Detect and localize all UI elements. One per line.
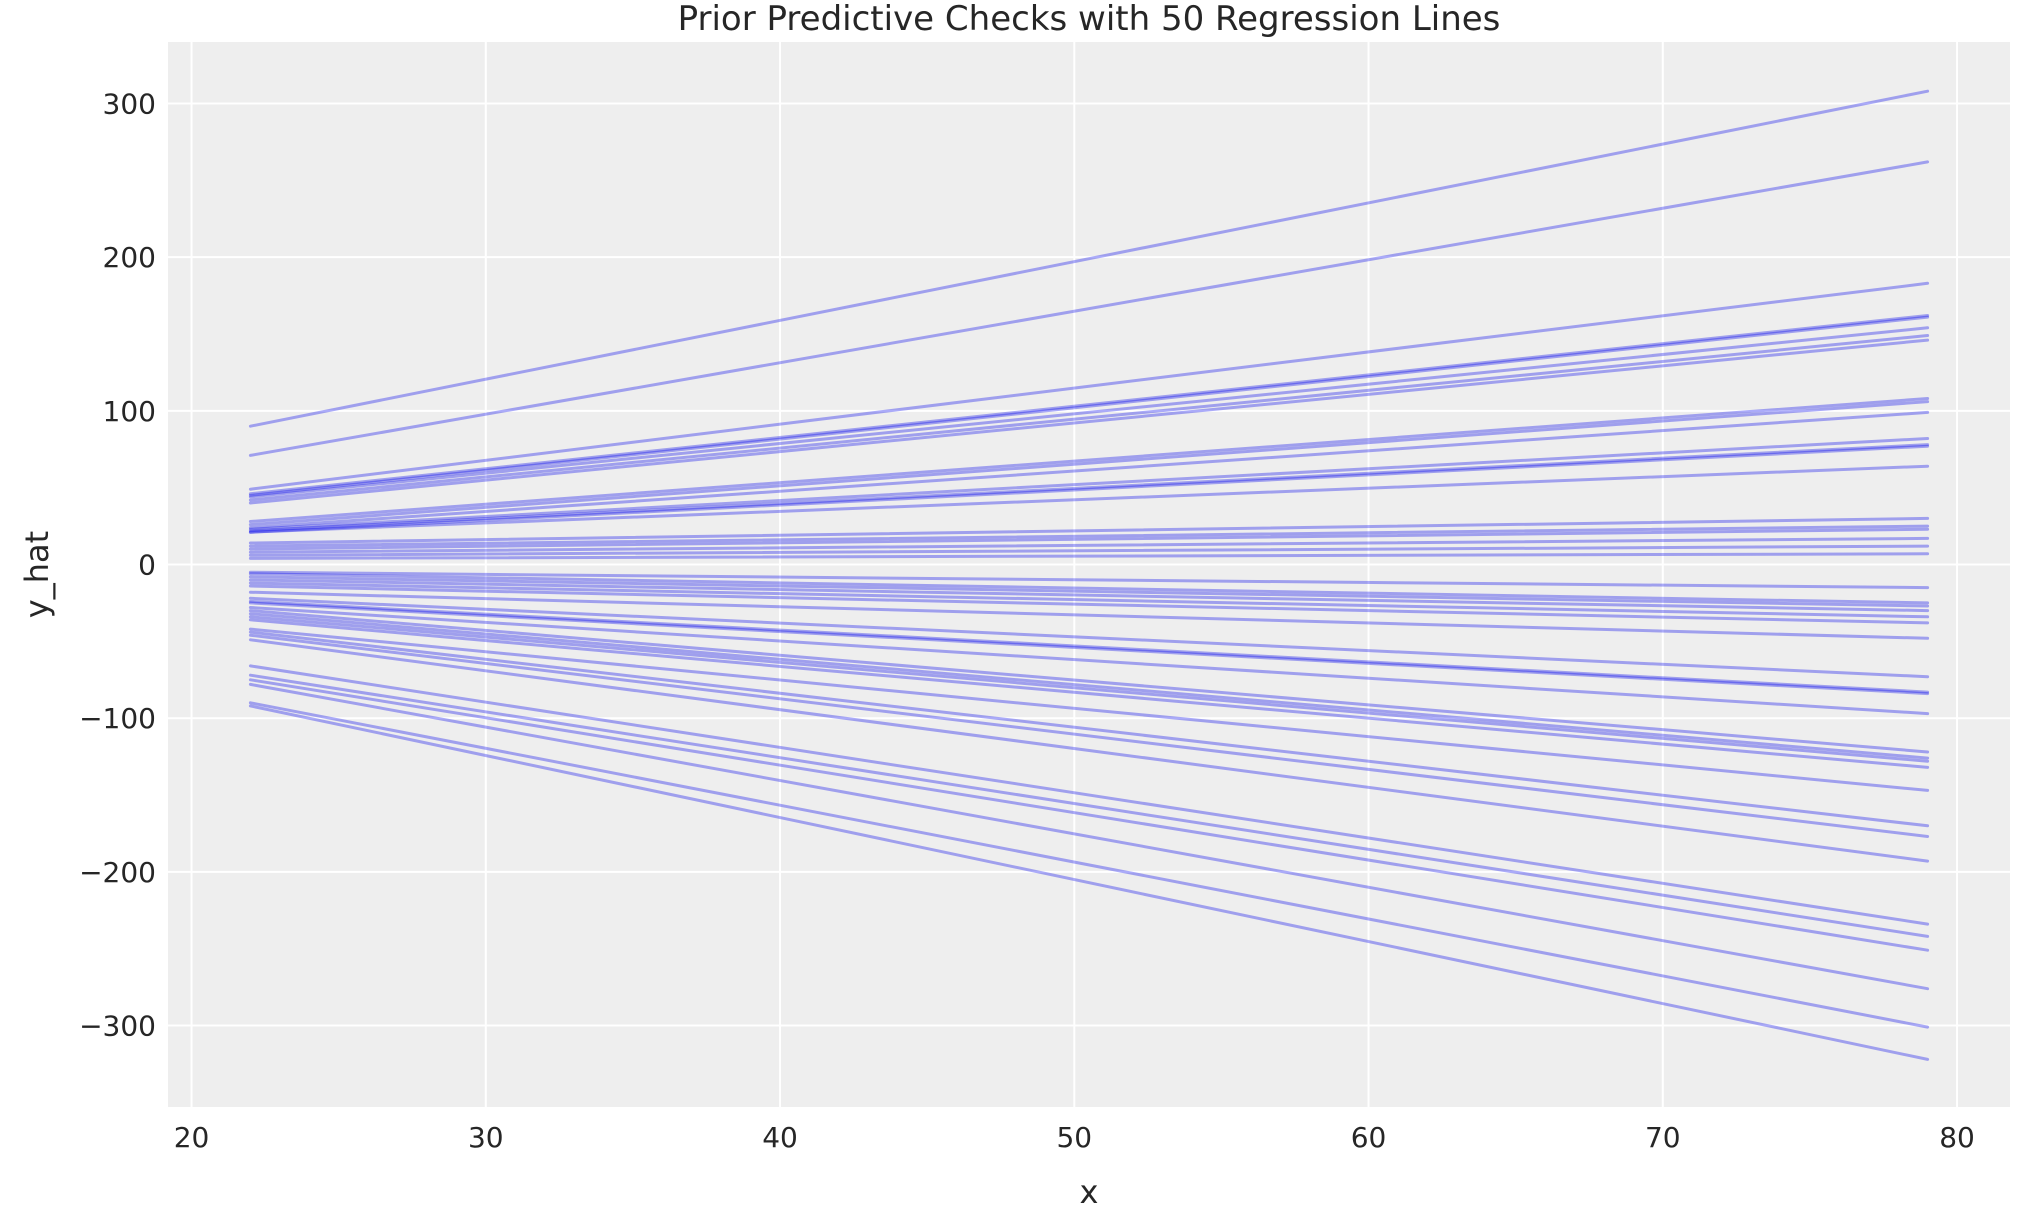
regression-line [248, 618, 1930, 769]
y-tick-label: 200 [103, 241, 156, 274]
regression-line [248, 678, 1930, 952]
y-axis-label: y_hat [18, 531, 56, 618]
regression-line [248, 575, 1930, 608]
regression-line [248, 544, 1930, 557]
regression-line [248, 315, 1930, 497]
regression-line [248, 630, 1930, 828]
regression-line [248, 160, 1930, 457]
regression-line [248, 570, 1930, 590]
regression-line [248, 612, 1930, 760]
regression-line [248, 314, 1930, 496]
regression-line [248, 524, 1930, 548]
regression-line [248, 627, 1930, 792]
x-tick-label: 80 [1939, 1121, 1975, 1154]
regression-line [248, 437, 1930, 531]
regression-line [248, 578, 1930, 613]
regression-line [248, 596, 1930, 679]
regression-line [248, 536, 1930, 554]
regression-line [248, 615, 1930, 763]
plot-area [168, 42, 2010, 1107]
regression-line [248, 397, 1930, 523]
x-tick-labels: 20 30 40 50 60 70 80 [174, 1121, 1975, 1154]
regression-line [248, 464, 1930, 534]
regression-line [248, 606, 1930, 716]
regression-line [248, 664, 1930, 926]
regression-line [248, 599, 1930, 694]
regression-line [248, 444, 1930, 534]
chart-title: Prior Predictive Checks with 50 Regressi… [678, 0, 1501, 39]
regression-line [248, 682, 1930, 991]
y-tick-label: −300 [79, 1010, 156, 1043]
x-tick-label: 50 [1056, 1121, 1092, 1154]
y-tick-label: 100 [103, 395, 156, 428]
regression-line [248, 673, 1930, 938]
regression-line [248, 590, 1930, 640]
x-tick-label: 70 [1645, 1121, 1681, 1154]
x-axis-label: x [1080, 1173, 1099, 1211]
regression-line [248, 326, 1930, 499]
x-gridlines [190, 42, 1959, 1107]
y-gridlines [168, 102, 2010, 1027]
regression-lines [248, 89, 1930, 1061]
x-tick-label: 20 [174, 1121, 210, 1154]
x-tick-label: 40 [762, 1121, 798, 1154]
x-tick-label: 30 [468, 1121, 504, 1154]
regression-line [248, 572, 1930, 605]
regression-line [248, 410, 1930, 530]
y-tick-label: −200 [79, 856, 156, 889]
y-tick-label: −100 [79, 702, 156, 735]
regression-line [248, 89, 1930, 428]
regression-line [248, 552, 1930, 560]
regression-line [248, 581, 1930, 619]
regression-line [248, 601, 1930, 696]
regression-line [248, 701, 1930, 1029]
regression-line [248, 609, 1930, 754]
regression-line [248, 633, 1930, 838]
y-tick-label: 300 [103, 87, 156, 120]
regression-line [248, 584, 1930, 625]
y-tick-labels: −300 −200 −100 0 100 200 300 [79, 87, 156, 1042]
regression-line [248, 638, 1930, 863]
regression-line [248, 334, 1930, 502]
regression-line [248, 400, 1930, 527]
regression-line [248, 527, 1930, 551]
regression-line [248, 704, 1930, 1061]
regression-line [248, 338, 1930, 505]
y-tick-label: 0 [138, 549, 156, 582]
regression-line [248, 516, 1930, 545]
regression-line [248, 281, 1930, 491]
x-tick-label: 60 [1351, 1121, 1387, 1154]
regression-line [248, 443, 1930, 533]
